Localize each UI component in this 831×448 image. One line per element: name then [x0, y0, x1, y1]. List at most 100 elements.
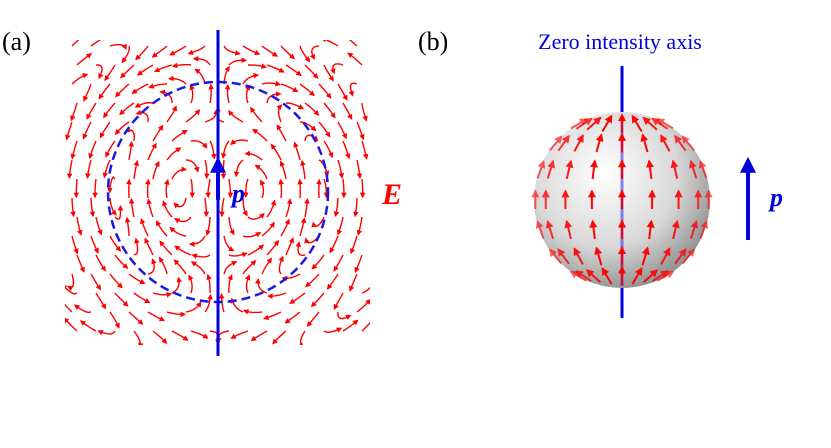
surface-arrow: [535, 220, 545, 239]
field-line: [173, 259, 187, 275]
surface-arrow: [575, 117, 593, 130]
field-line: [285, 64, 302, 77]
field-line: [192, 55, 211, 66]
field-line: [359, 178, 366, 199]
field-line: [279, 160, 287, 180]
field-line: [233, 159, 244, 178]
field-line: [169, 45, 187, 56]
field-line: [230, 330, 249, 339]
surface-arrow: [642, 116, 658, 131]
field-line: [356, 121, 365, 141]
field-line: [276, 124, 287, 142]
field-line: [171, 330, 189, 341]
field-line: [242, 231, 262, 238]
field-line: [194, 68, 206, 85]
surface-arrow: [590, 159, 599, 179]
field-line: [215, 330, 230, 344]
field-line: [147, 142, 157, 161]
field-line: [88, 140, 97, 160]
surface-arrow: [671, 219, 680, 240]
field-line: [168, 75, 187, 85]
field-line: [208, 83, 214, 104]
field-line: [134, 101, 154, 108]
field-line: [120, 64, 135, 79]
surface-arrow: [575, 270, 592, 283]
field-line: [90, 273, 102, 291]
field-line: [356, 298, 370, 313]
field-line: [320, 40, 339, 47]
field-line: [306, 311, 320, 327]
surface-arrow: [557, 134, 570, 152]
field-line: [299, 121, 317, 132]
field-line: [242, 45, 261, 55]
field-line: [323, 102, 336, 119]
field-label: E: [381, 178, 402, 211]
field-line: [261, 257, 273, 275]
field-line: [250, 330, 268, 342]
field-line: [109, 43, 127, 51]
field-line: [187, 45, 206, 55]
field-line: [133, 292, 151, 304]
field-line: [309, 45, 320, 60]
field-line: [189, 84, 195, 104]
field-line: [174, 245, 192, 256]
field-line: [219, 197, 225, 218]
field-line: [342, 140, 351, 160]
field-line: [152, 330, 168, 344]
field-line: [323, 327, 343, 333]
field-line: [261, 221, 275, 237]
field-line: [97, 330, 116, 336]
field-line: [95, 292, 107, 310]
field-line: [318, 83, 332, 99]
surface-arrow: [660, 247, 671, 265]
field-line: [361, 316, 370, 332]
field-line: [354, 254, 363, 273]
field-line: [66, 159, 73, 180]
surface-arrow: [660, 134, 671, 152]
field-line: [145, 178, 151, 199]
field-line: [90, 235, 99, 254]
field-line: [115, 83, 130, 98]
field-line: [190, 261, 206, 275]
field-line: [342, 319, 359, 332]
field-line: [250, 106, 263, 123]
field-line: [139, 218, 149, 237]
field-line: [190, 140, 208, 149]
field-line: [220, 140, 230, 160]
field-line: [133, 330, 144, 345]
surface-arrow: [699, 220, 709, 239]
field-line: [337, 83, 348, 101]
field-line: [209, 140, 217, 160]
surface-arrow: [601, 114, 613, 133]
field-line: [280, 218, 290, 237]
field-line: [304, 197, 310, 218]
field-line: [276, 104, 283, 123]
field-line: [109, 311, 120, 329]
field-line: [361, 286, 370, 294]
surface-arrow: [681, 248, 696, 265]
field-line: [76, 53, 93, 66]
field-line: [206, 273, 212, 294]
field-line: [174, 216, 192, 224]
field-line: [266, 91, 282, 104]
field-line: [300, 159, 306, 180]
field-line: [333, 197, 340, 218]
field-line: [298, 330, 306, 345]
surface-arrow: [601, 267, 613, 285]
field-line: [131, 83, 149, 94]
dipole-label: p: [768, 183, 783, 212]
field-line: [185, 301, 202, 313]
field-line: [76, 216, 83, 236]
surface-arrow: [565, 159, 574, 179]
field-line: [289, 292, 306, 304]
field-line: [103, 102, 116, 119]
field-line: [90, 40, 108, 47]
field-line: [171, 166, 188, 180]
field-line: [151, 45, 168, 58]
field-line: [228, 216, 235, 236]
field-line: [169, 226, 187, 237]
field-line: [163, 178, 170, 199]
field-line: [353, 197, 359, 218]
field-line: [76, 254, 85, 273]
